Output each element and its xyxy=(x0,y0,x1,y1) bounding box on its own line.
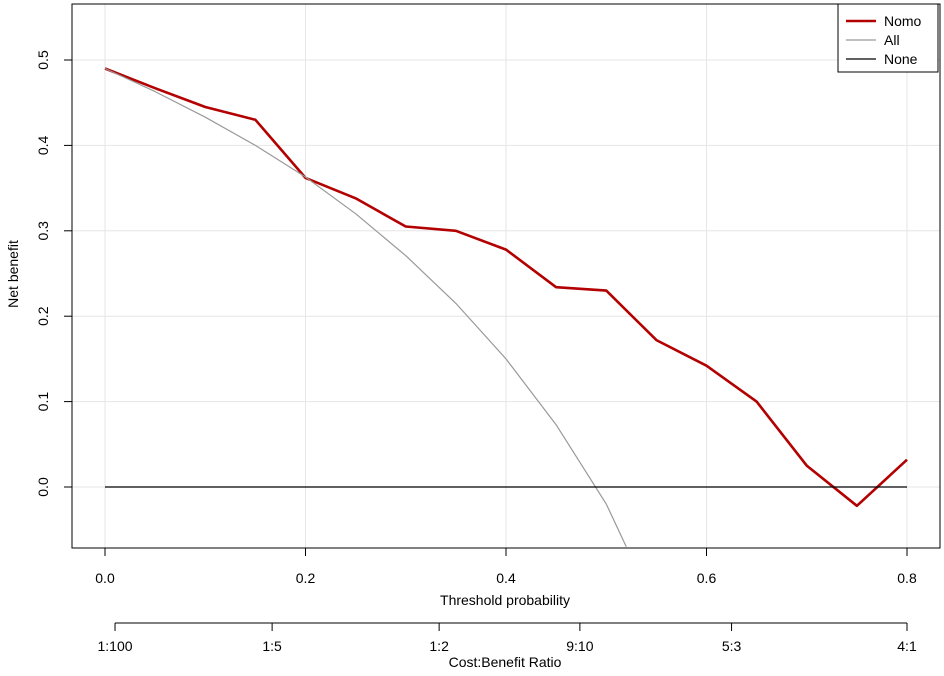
secondary-tick-label: 4:1 xyxy=(897,638,917,654)
secondary-tick-label: 1:2 xyxy=(429,638,449,654)
legend-label-none: None xyxy=(884,51,918,67)
x-tick-label: 0.8 xyxy=(897,570,917,586)
legend: Nomo All None xyxy=(837,3,939,73)
secondary-tick-label: 1:100 xyxy=(98,638,133,654)
x-tick-label: 0.0 xyxy=(95,570,115,586)
x-tick-label: 0.6 xyxy=(697,570,717,586)
y-axis-label: Net benefit xyxy=(5,240,21,308)
y-tick-label: 0.0 xyxy=(35,477,51,497)
series-lines xyxy=(104,67,908,548)
x-tick-label: 0.4 xyxy=(496,570,516,586)
legend-box xyxy=(837,3,939,73)
y-tick-label: 0.5 xyxy=(35,50,51,70)
secondary-axis-label: Cost:Benefit Ratio xyxy=(449,654,562,670)
legend-label-all: All xyxy=(884,32,900,48)
axes: 0.0 0.2 0.4 0.6 0.8 0.0 0.1 0.2 0.3 0.4 0.5 1:100 1:… xyxy=(35,3,941,654)
y-tick-label: 0.2 xyxy=(35,306,51,326)
secondary-tick-label: 9:10 xyxy=(566,638,593,654)
legend-label-nomo: Nomo xyxy=(884,13,922,29)
grid xyxy=(72,4,940,548)
secondary-tick-label: 1:5 xyxy=(262,638,282,654)
x-axis-label: Threshold probability xyxy=(440,592,570,608)
x-tick-label: 0.2 xyxy=(296,570,316,586)
series-line-nomo xyxy=(104,67,908,508)
y-tick-label: 0.4 xyxy=(35,135,51,155)
series-line-all xyxy=(104,67,627,548)
secondary-tick-label: 5:3 xyxy=(722,638,742,654)
y-tick-label: 0.1 xyxy=(35,392,51,412)
y-tick-label: 0.3 xyxy=(35,221,51,241)
